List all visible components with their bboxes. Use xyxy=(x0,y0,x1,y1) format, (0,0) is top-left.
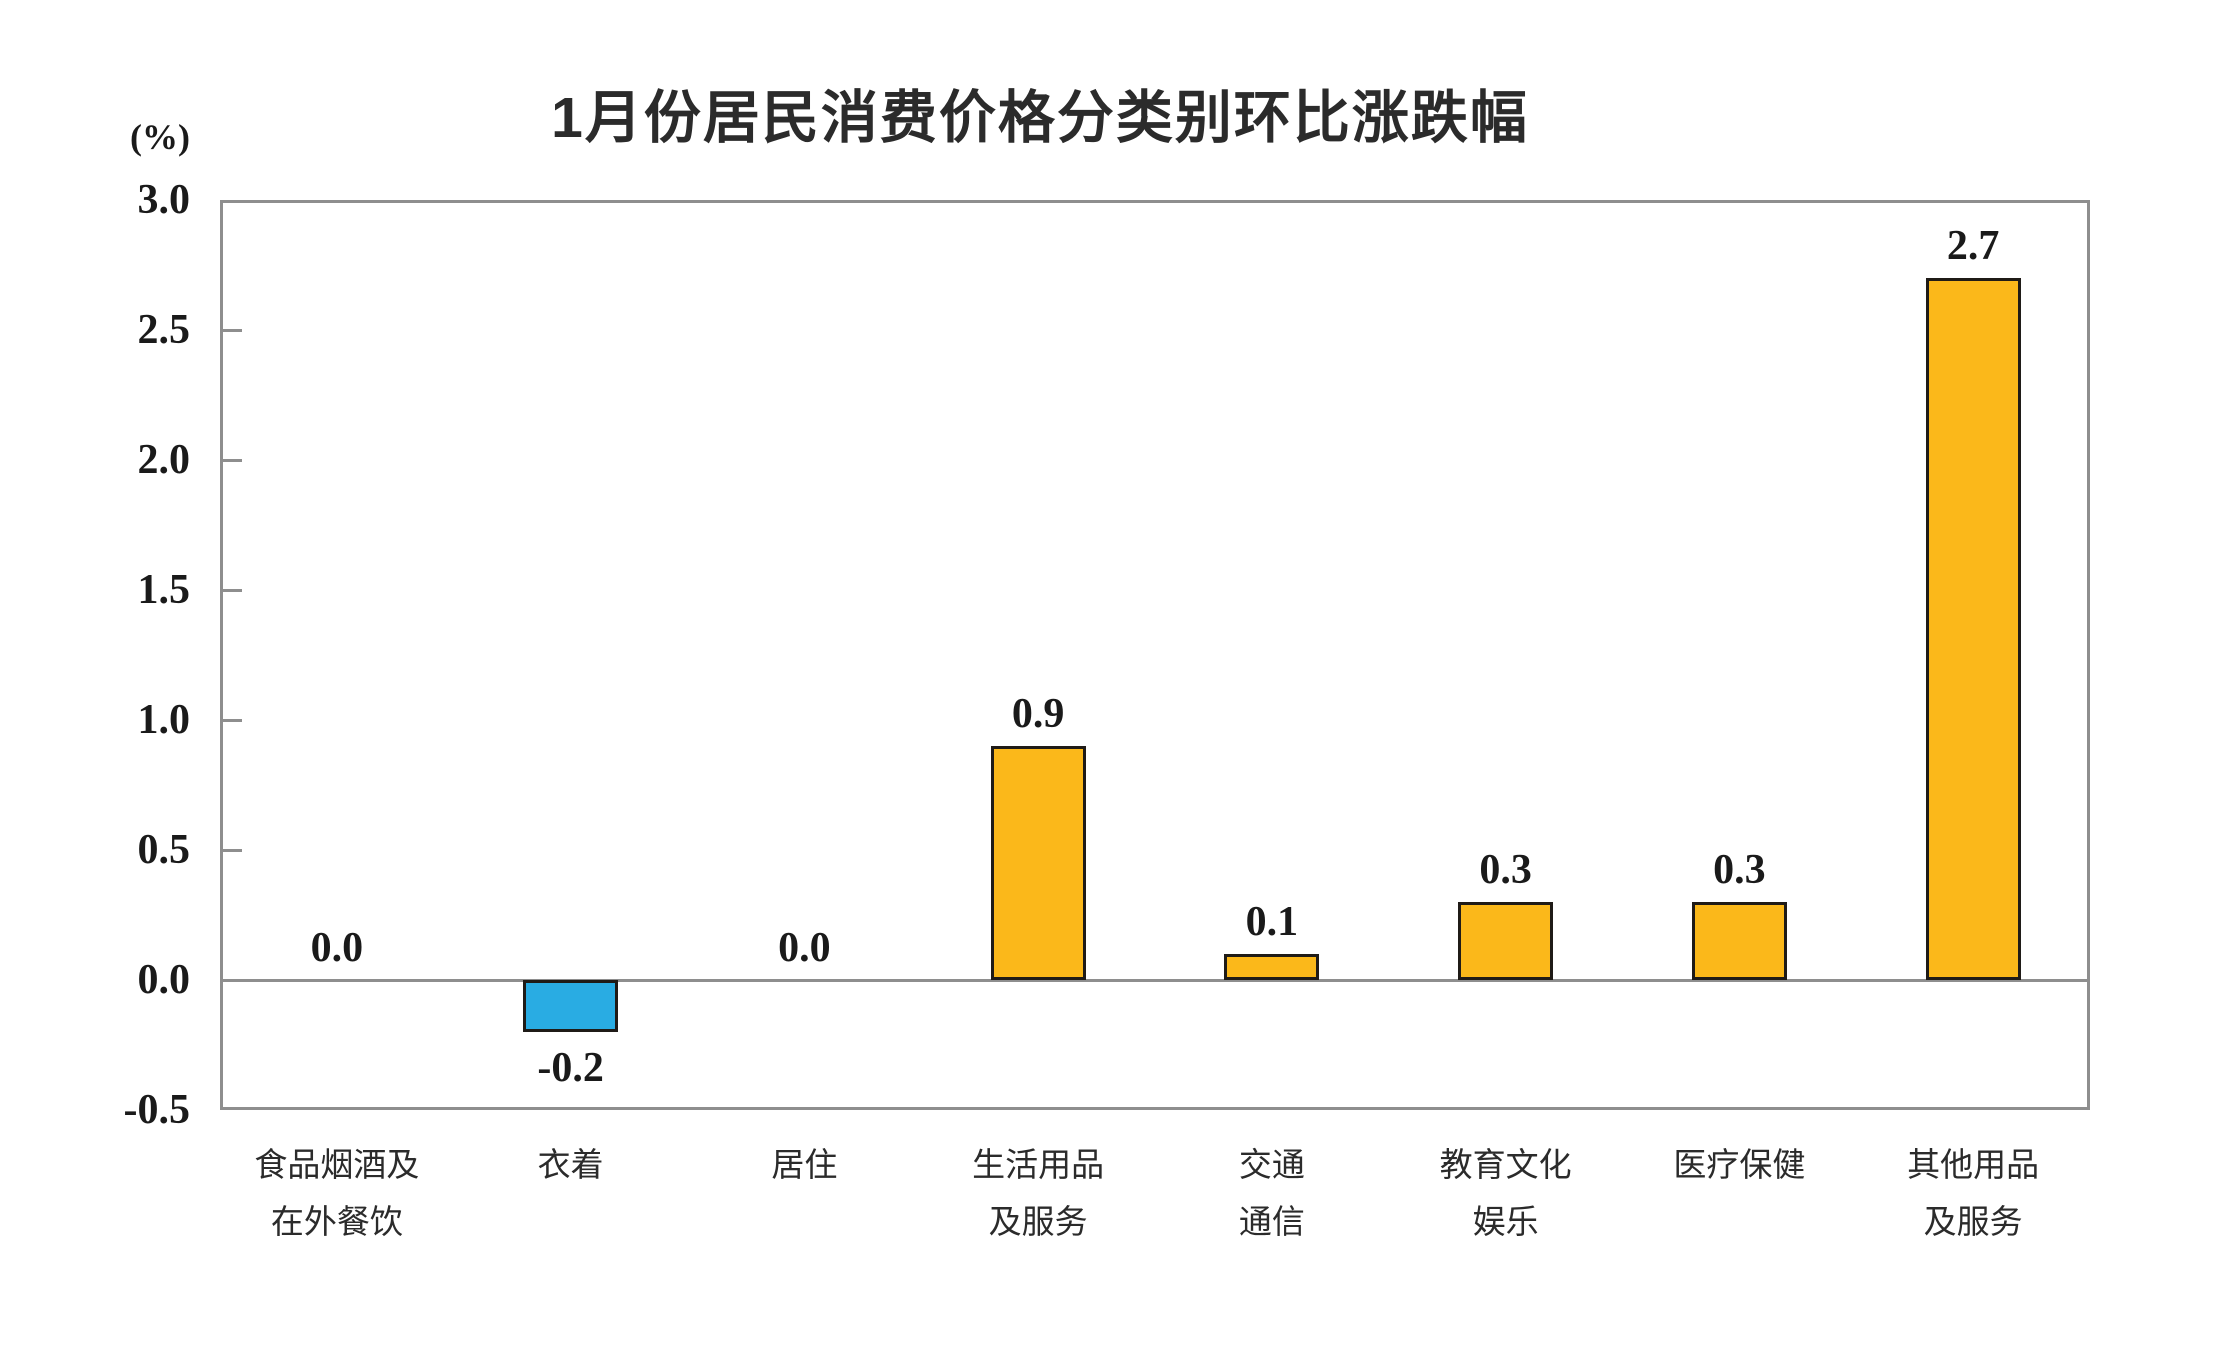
x-category-label: 其他用品 及服务 xyxy=(1907,1148,2040,1241)
y-tick-label: 2.5 xyxy=(137,307,191,353)
plot-area-frame xyxy=(220,200,2090,1110)
y-tick-label: 0.0 xyxy=(137,957,191,1003)
x-category-label: 生活用品 及服务 xyxy=(972,1148,1105,1241)
chart-title: 1月份居民消费价格分类别环比涨跌幅 xyxy=(551,86,1529,150)
y-tick-label: 1.0 xyxy=(137,697,191,743)
x-category-label: 交通 通信 xyxy=(1238,1148,1305,1241)
y-axis-unit-label: (%) xyxy=(130,117,190,157)
y-tick-label: 0.5 xyxy=(137,827,191,873)
x-category-label: 居住 xyxy=(771,1148,838,1184)
y-tick-label: 1.5 xyxy=(137,567,191,613)
x-category-label: 衣着 xyxy=(537,1148,604,1184)
y-tick-label: 2.0 xyxy=(137,437,191,483)
x-category-label: 教育文化 娱乐 xyxy=(1439,1148,1572,1241)
x-category-label: 食品烟酒及 在外餐饮 xyxy=(254,1148,420,1241)
y-tick-label: -0.5 xyxy=(123,1087,191,1133)
x-category-label: 医疗保健 xyxy=(1673,1148,1806,1184)
y-tick-label: 3.0 xyxy=(137,177,191,223)
